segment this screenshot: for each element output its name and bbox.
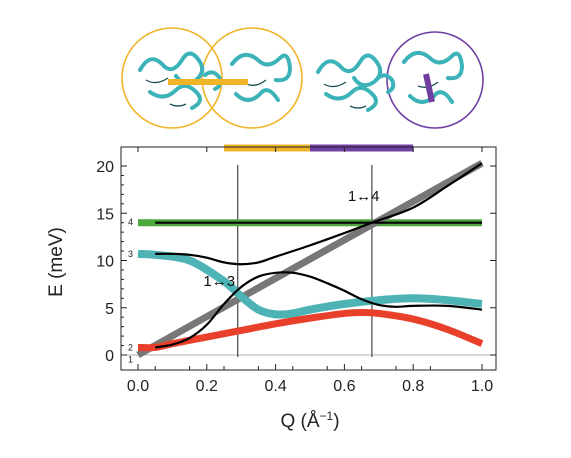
x-axis-title: Q (Å−1) bbox=[280, 409, 339, 432]
protein-ribbon-right bbox=[316, 50, 465, 112]
series-gray-1 bbox=[136, 160, 484, 359]
series-black-6 bbox=[155, 271, 483, 349]
annotation-0: 1↔4 bbox=[348, 188, 380, 205]
protein-illustration-left bbox=[121, 27, 303, 129]
level-label-1: 1 bbox=[128, 355, 133, 365]
level-label-4: 4 bbox=[128, 217, 133, 227]
series-teal-2 bbox=[137, 249, 483, 319]
x-tick-label-3: 0.6 bbox=[333, 378, 355, 395]
level-labels: 1 2 3 4 bbox=[128, 217, 133, 365]
annotation-1: 1↔3 bbox=[203, 273, 235, 290]
x-tick-label-4: 0.8 bbox=[402, 378, 424, 395]
y-axis-title: E (meV) bbox=[46, 227, 67, 297]
series-layer bbox=[136, 160, 484, 359]
x-tick-label-5: 1.0 bbox=[471, 378, 493, 395]
protein-illustration-right bbox=[316, 31, 484, 129]
level-label-3: 3 bbox=[128, 249, 133, 259]
axis-ticks: 0.0 0.2 0.4 0.6 0.8 1.0 0 5 10 15 20 bbox=[96, 147, 496, 395]
x-tick-label-1: 0.2 bbox=[196, 378, 218, 395]
y-tick-label-0: 0 bbox=[105, 348, 114, 365]
series-black-5 bbox=[155, 162, 483, 266]
vertical-lines bbox=[237, 165, 373, 357]
purple-arrow bbox=[423, 73, 435, 103]
y-tick-label-3: 15 bbox=[96, 206, 114, 223]
x-axis-title-main: Q (Å bbox=[280, 411, 319, 432]
y-tick-label-2: 10 bbox=[96, 254, 114, 271]
annotations: 1↔4 1↔3 bbox=[203, 188, 379, 290]
y-tick-label-4: 20 bbox=[96, 159, 114, 176]
x-axis-title-sup: −1 bbox=[320, 409, 334, 423]
x-tick-label-2: 0.4 bbox=[264, 378, 286, 395]
x-tick-label-0: 0.0 bbox=[127, 378, 149, 395]
level-label-2: 2 bbox=[128, 342, 133, 352]
x-axis-title-close: ) bbox=[333, 411, 339, 432]
plot-frame bbox=[120, 146, 497, 371]
y-tick-label-1: 5 bbox=[105, 301, 114, 318]
